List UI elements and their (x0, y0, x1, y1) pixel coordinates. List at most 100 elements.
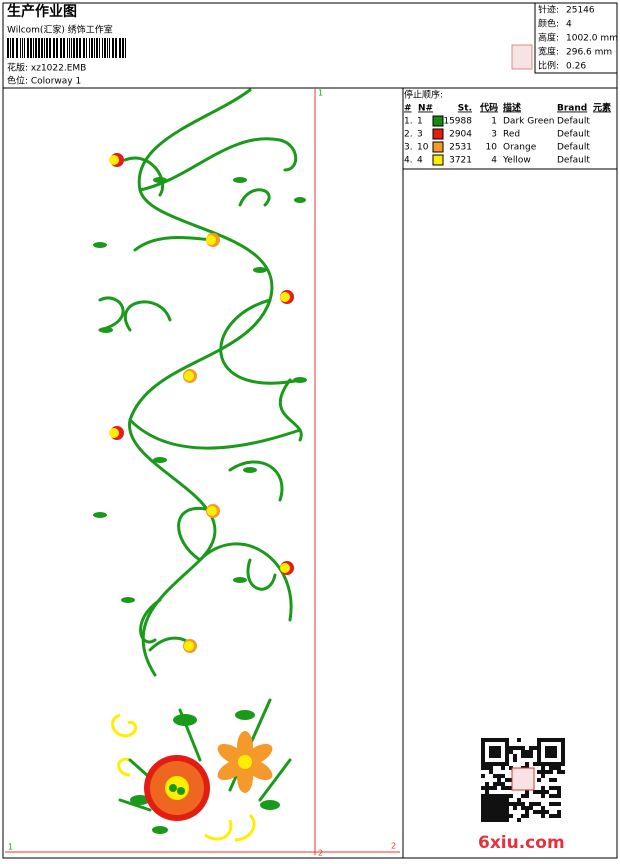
info-value: 25146 (566, 6, 595, 16)
qr-module (509, 778, 513, 782)
file-name: 花版: xz1022.EMB (7, 62, 86, 74)
qr-module (561, 750, 565, 754)
qr-module (561, 754, 565, 758)
qr-module (489, 770, 493, 774)
bud (280, 290, 294, 304)
qr-module (505, 794, 509, 798)
qr-module (505, 778, 509, 782)
row-needle: 1 (417, 117, 423, 127)
qr-module (521, 802, 525, 806)
watermark: 6xiu.com (478, 833, 565, 853)
qr-module (493, 762, 497, 766)
qr-module (521, 814, 525, 818)
qr-module (525, 790, 529, 794)
row-brand: Default (557, 117, 590, 127)
bud (206, 233, 220, 247)
qr-module (497, 818, 501, 822)
info-label: 宽度: (538, 46, 559, 58)
qr-module (549, 778, 553, 782)
title: 生产作业图 (7, 3, 77, 20)
qr-module (485, 738, 489, 742)
qr-module (489, 798, 493, 802)
qr-module (501, 738, 505, 742)
vine-design (93, 88, 307, 677)
qr-module (501, 810, 505, 814)
bar-stripe (12, 38, 14, 58)
qr-module (557, 814, 561, 818)
qr-module (529, 746, 533, 750)
bar-stripe (107, 38, 108, 58)
qr-module (537, 738, 541, 742)
bar-stripe (96, 38, 98, 58)
qr-module (497, 738, 501, 742)
bar-stripe (24, 38, 25, 58)
qr-module (501, 806, 505, 810)
row-code: 4 (491, 156, 497, 166)
info-label: 高度: (538, 32, 559, 44)
color-swatch (432, 154, 444, 166)
bar-stripe (35, 38, 37, 58)
qr-module (489, 754, 493, 758)
bar-stripe (76, 38, 78, 58)
qr-module (557, 790, 561, 794)
qr-module (529, 754, 533, 758)
qr-module (497, 806, 501, 810)
qr-module (481, 794, 485, 798)
qr-module (481, 806, 485, 810)
qr-module (497, 810, 501, 814)
color-swatch (432, 128, 444, 140)
qr-module (549, 746, 553, 750)
qr-module (497, 754, 501, 758)
qr-module (525, 762, 529, 766)
qr-module (537, 742, 541, 746)
qr-module (553, 754, 557, 758)
bar-stripe (102, 38, 103, 58)
qr-module (549, 786, 553, 790)
qr-module (505, 818, 509, 822)
info-label: 针迹: (538, 4, 559, 16)
qr-module (505, 806, 509, 810)
qr-module (557, 770, 561, 774)
bar-stripe (53, 38, 55, 58)
qr-module (553, 778, 557, 782)
row-brand: Default (557, 143, 590, 153)
row-description: Dark Green (503, 117, 554, 127)
bar-stripe (69, 38, 70, 58)
qr-module (505, 762, 509, 766)
qr-module (553, 794, 557, 798)
qr-module (513, 754, 517, 758)
qr-module (505, 798, 509, 802)
qr-module (501, 818, 505, 822)
qr-module (485, 762, 489, 766)
qr-module (561, 742, 565, 746)
qr-module (501, 782, 505, 786)
qr-module (489, 810, 493, 814)
qr-module (509, 794, 513, 798)
qr-module (497, 774, 501, 778)
bar-stripe (73, 38, 75, 58)
bar-stripe (30, 38, 32, 58)
qr-module (493, 810, 497, 814)
qr-module (497, 798, 501, 802)
qr-module (553, 738, 557, 742)
qr-module (561, 738, 565, 742)
qr-module (481, 802, 485, 806)
qr-module (549, 738, 553, 742)
bud (206, 504, 220, 518)
column-header: # (404, 104, 412, 114)
qr-module (545, 746, 549, 750)
qr-module (481, 738, 485, 742)
bar-stripe (63, 38, 65, 58)
qr-module (553, 786, 557, 790)
qr-module (505, 786, 509, 790)
qr-module (497, 750, 501, 754)
qr-module (481, 750, 485, 754)
qr-module (557, 762, 561, 766)
qr-module (561, 770, 565, 774)
qr-module (513, 758, 517, 762)
qr-module (505, 746, 509, 750)
bud (183, 369, 197, 383)
qr-module (485, 786, 489, 790)
